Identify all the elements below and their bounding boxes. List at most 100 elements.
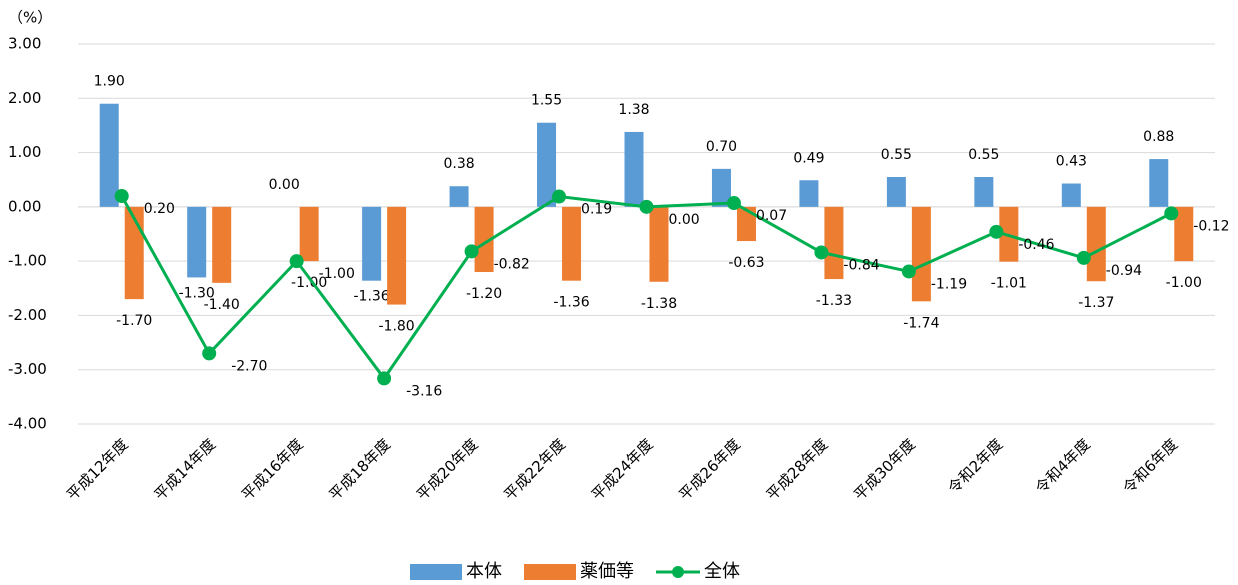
- data-label: -1.74: [903, 315, 939, 331]
- x-tick-label: 平成18年度: [325, 435, 394, 504]
- data-label: -1.00: [319, 266, 355, 282]
- legend-label: 本体: [466, 561, 502, 582]
- line-point: [1164, 206, 1179, 221]
- bar: [1174, 206, 1194, 262]
- y-tick-label: -1.00: [8, 252, 47, 270]
- x-tick-label: 平成16年度: [238, 435, 307, 504]
- data-label: -0.84: [843, 257, 879, 273]
- legend-swatch: [524, 564, 576, 580]
- data-label: -1.30: [179, 285, 215, 301]
- x-tick-label: 令和4年度: [1032, 435, 1094, 497]
- data-label: -1.19: [931, 276, 967, 292]
- bar: [299, 206, 319, 262]
- data-label: -1.01: [991, 276, 1027, 292]
- line-point: [814, 245, 829, 260]
- data-label: -1.00: [1166, 275, 1202, 291]
- data-label: -2.70: [231, 358, 267, 374]
- data-label: 0.55: [881, 147, 912, 163]
- legend-swatch: [672, 566, 684, 578]
- data-label: 0.19: [581, 202, 612, 218]
- data-label: -0.82: [494, 256, 530, 272]
- line-point: [639, 199, 654, 214]
- data-label: 1.55: [531, 93, 562, 109]
- bar: [711, 168, 731, 207]
- data-label: 1.90: [94, 74, 125, 90]
- data-label: 0.38: [443, 156, 474, 172]
- bar: [1061, 183, 1081, 207]
- bar: [537, 122, 557, 207]
- data-label: -1.36: [553, 295, 589, 311]
- x-tick-label: 平成20年度: [413, 435, 482, 504]
- x-tick-label: 平成12年度: [63, 435, 132, 504]
- data-label: -1.40: [204, 297, 240, 313]
- data-label: 0.07: [756, 208, 787, 224]
- x-tick-label: 平成22年度: [500, 435, 569, 504]
- y-tick-label: 2.00: [8, 89, 41, 107]
- data-label: -0.63: [728, 255, 764, 271]
- line-point: [114, 189, 129, 203]
- legend-label: 全体: [704, 561, 740, 582]
- bar: [824, 206, 844, 280]
- data-label: -1.20: [466, 286, 502, 302]
- data-label: 1.38: [618, 102, 649, 118]
- line-point: [901, 264, 916, 279]
- line-point: [989, 224, 1004, 239]
- line-point: [289, 254, 304, 269]
- x-tick-label: 平成26年度: [675, 435, 744, 504]
- bar: [1149, 159, 1169, 207]
- data-label: -1.38: [641, 296, 677, 312]
- x-tick-label: 平成14年度: [151, 435, 220, 504]
- y-tick-label: -3.00: [8, 360, 47, 378]
- y-tick-label: 3.00: [8, 35, 41, 53]
- data-label: -1.36: [353, 289, 389, 305]
- bar: [886, 177, 906, 207]
- legend-swatch: [410, 564, 462, 580]
- bar: [562, 206, 582, 281]
- legend-label: 薬価等: [580, 561, 634, 582]
- x-tick-label: 平成28年度: [763, 435, 832, 504]
- line-point: [1076, 250, 1091, 265]
- data-label: -0.94: [1106, 263, 1142, 279]
- bar: [449, 186, 469, 207]
- bar: [187, 206, 207, 278]
- y-tick-label: 0.00: [8, 197, 41, 215]
- data-label: -3.16: [406, 383, 442, 399]
- line-point: [464, 244, 479, 259]
- bar: [911, 206, 931, 302]
- line-point: [202, 346, 217, 361]
- bar: [624, 131, 644, 207]
- line-point: [552, 189, 567, 204]
- data-label: -1.70: [116, 313, 152, 329]
- bar: [736, 206, 756, 242]
- unit-label: （%）: [8, 9, 52, 27]
- data-label: -1.33: [816, 293, 852, 309]
- data-label: -0.46: [1018, 237, 1054, 253]
- data-label: -1.37: [1078, 295, 1114, 311]
- data-label: 0.00: [669, 212, 700, 228]
- data-label: 0.00: [269, 177, 300, 193]
- x-tick-label: 平成30年度: [850, 435, 919, 504]
- data-label: 0.70: [706, 139, 737, 155]
- x-tick-label: 平成24年度: [588, 435, 657, 504]
- bar: [799, 180, 819, 207]
- data-label: -0.12: [1193, 218, 1229, 234]
- line-point: [726, 196, 741, 211]
- data-label: 0.88: [1143, 129, 1174, 145]
- bar: [362, 206, 382, 281]
- y-tick-label: -4.00: [8, 415, 47, 433]
- line-point: [377, 371, 392, 386]
- y-tick-label: -2.00: [8, 306, 47, 324]
- bar: [387, 206, 407, 305]
- bar: [212, 206, 232, 283]
- bar: [974, 177, 994, 207]
- data-label: -1.00: [291, 275, 327, 291]
- data-label: 0.55: [968, 147, 999, 163]
- bar: [649, 206, 669, 282]
- data-label: -1.80: [378, 319, 414, 335]
- bar: [1086, 206, 1106, 282]
- bar: [99, 103, 119, 207]
- data-label: 0.49: [793, 150, 824, 166]
- data-label: 0.20: [144, 201, 175, 217]
